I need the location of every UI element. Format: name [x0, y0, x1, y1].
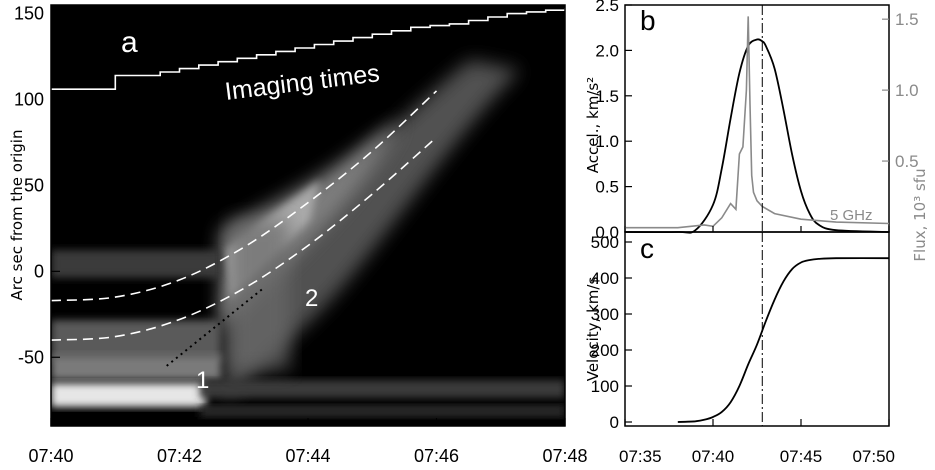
acceleration-line	[624, 38, 890, 234]
dashed-trajectory-lower	[50, 136, 438, 341]
a-xtick-label: 07:40	[28, 446, 73, 466]
panel-b-y2label: Flux, 10³ sfu	[911, 168, 929, 261]
a-xtick-label: 07:48	[542, 446, 587, 466]
point-label-1: 1	[196, 367, 209, 394]
dashed-trajectory-upper	[50, 90, 438, 302]
panel-c-frame	[624, 231, 890, 427]
panel-b-ticks: 0.0 0.5 1.0 1.5 2.0 2.5 0.5 1.0 1.5	[595, 0, 918, 242]
b-y2tick-label: 0.5	[895, 152, 919, 171]
velocity-line	[677, 257, 890, 423]
panel-b-series	[624, 5, 890, 234]
panel-a-ticks: 07:40 07:42 07:44 07:46 07:48 -50 0 50 100 150	[14, 4, 588, 466]
a-ytick-label: 50	[24, 175, 44, 195]
a-xtick-label: 07:42	[157, 446, 202, 466]
panel-b-ylabel: Accel., km/s²	[584, 77, 602, 173]
c-ytick-label: 200	[591, 341, 619, 360]
point-label-2: 2	[305, 285, 318, 312]
c-ytick-label: 100	[591, 377, 619, 396]
a-xtick-label: 07:46	[414, 446, 459, 466]
panel-a-overlays	[50, 8, 566, 367]
panel-b-label: b	[640, 5, 656, 36]
imaging-times-steps	[51, 8, 566, 90]
b-ytick-label: 2.5	[595, 0, 619, 15]
a-xtick-label: 07:44	[285, 446, 330, 466]
c-xtick-label: 07:50	[852, 447, 895, 466]
panel-c-label: c	[640, 233, 654, 264]
c-xtick-label: 07:45	[780, 447, 823, 466]
legend-5ghz: 5 GHz	[830, 207, 873, 224]
b-y2tick-label: 1.5	[895, 10, 919, 29]
panel-c-ylabel: Velocity, km/s	[584, 277, 602, 382]
heatmap-emission	[51, 60, 565, 417]
panel-a-ylabel: Arc sec from the origin	[8, 130, 26, 301]
b-ytick-label: 0.5	[595, 178, 619, 197]
c-xtick-label: 07:35	[619, 447, 662, 466]
b-y2tick-label: 1.0	[895, 81, 919, 100]
flux-5ghz-line	[625, 16, 890, 229]
a-ytick-label: 0	[34, 261, 44, 281]
b-ytick-label: 2.0	[595, 41, 619, 60]
c-ytick-label: 500	[591, 233, 619, 252]
c-xtick-label: 07:40	[692, 447, 735, 466]
c-ytick-label: 400	[591, 269, 619, 288]
c-ytick-label: 300	[591, 305, 619, 324]
c-ytick-label: 0	[610, 413, 619, 432]
a-ytick-label: -50	[18, 347, 44, 367]
panel-c-ticks: 0 100 200 300 400 500 07:35 07:40 07:45 07:50	[591, 233, 895, 466]
b-ytick-label: 1.5	[595, 87, 619, 106]
b-ytick-label: 0.0	[595, 223, 619, 242]
b-ytick-label: 1.0	[595, 132, 619, 151]
panel-c-series	[677, 232, 890, 426]
panel-a: a Imaging times 1 2 07:40 07:42 07:44 07:46…	[8, 4, 588, 466]
dotted-line-1-2	[166, 287, 264, 367]
panel-b: b 5 GHz 0.0 0.5 1.0 1.5 2.0 2.5 0.5 1.0 1.5 Acce…	[584, 0, 929, 262]
a-ytick-label: 150	[14, 4, 44, 24]
panel-a-label: a	[121, 26, 138, 59]
panel-c: c 0 100 200 300 400 500 07:35 07:40 07:45 07:50 V…	[584, 231, 895, 466]
a-ytick-label: 100	[14, 90, 44, 110]
